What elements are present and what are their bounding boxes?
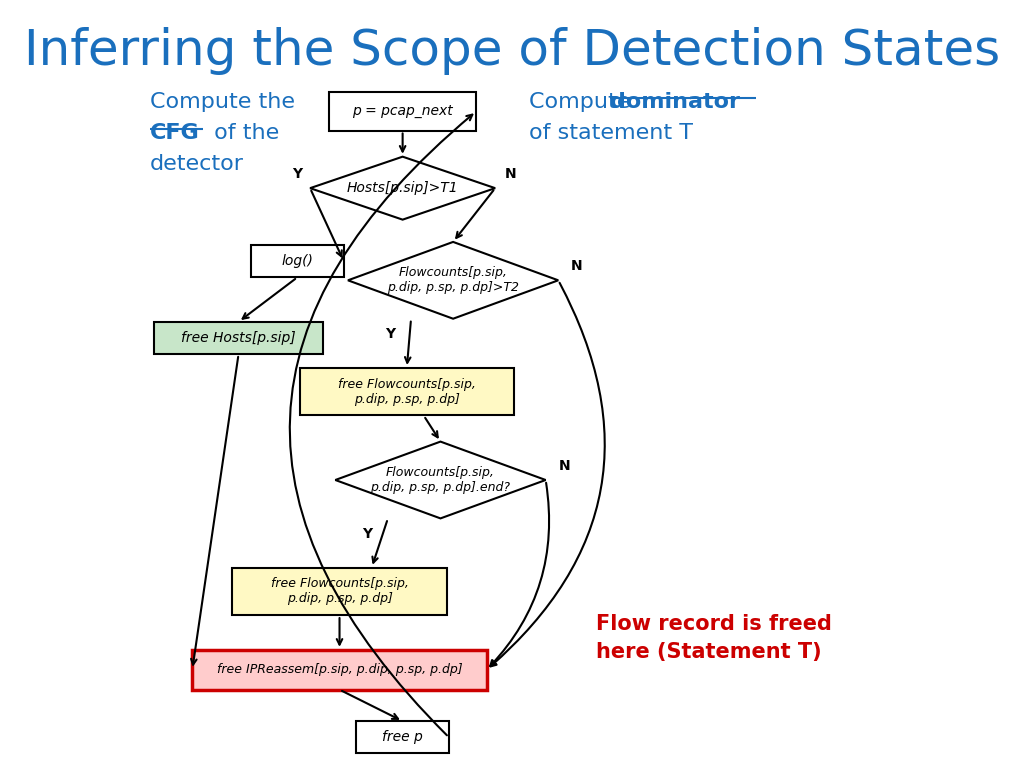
- Text: Compute the: Compute the: [151, 92, 295, 112]
- Text: free Flowcounts[p.sip,
p.dip, p.sp, p.dp]: free Flowcounts[p.sip, p.dip, p.sp, p.dp…: [270, 578, 409, 605]
- Text: Flowcounts[p.sip,
p.dip, p.sp, p.dp].end?: Flowcounts[p.sip, p.dip, p.sp, p.dp].end…: [371, 466, 511, 494]
- Text: Y: Y: [385, 327, 395, 341]
- Text: Y: Y: [293, 167, 302, 181]
- Text: Y: Y: [361, 527, 372, 541]
- Text: free Flowcounts[p.sip,
p.dip, p.sp, p.dp]: free Flowcounts[p.sip, p.dip, p.sp, p.dp…: [338, 378, 476, 406]
- Text: detector: detector: [151, 154, 244, 174]
- Text: free IPReassem[p.sip, p.dip, p.sp, p.dp]: free IPReassem[p.sip, p.dip, p.sp, p.dp]: [217, 664, 462, 676]
- Text: N: N: [571, 260, 583, 273]
- Text: Compute: Compute: [528, 92, 637, 112]
- FancyBboxPatch shape: [232, 568, 446, 615]
- Text: free p: free p: [382, 730, 423, 744]
- FancyBboxPatch shape: [329, 92, 476, 131]
- Text: Inferring the Scope of Detection States: Inferring the Scope of Detection States: [24, 27, 1000, 75]
- Polygon shape: [348, 242, 558, 319]
- Polygon shape: [310, 157, 496, 220]
- Text: Hosts[p.sip]>T1: Hosts[p.sip]>T1: [347, 181, 459, 195]
- Text: Flowcounts[p.sip,
p.dip, p.sp, p.dp]>T2: Flowcounts[p.sip, p.dip, p.sp, p.dp]>T2: [387, 266, 519, 294]
- Text: of the: of the: [208, 123, 280, 143]
- Text: of statement T: of statement T: [528, 123, 693, 143]
- Text: Flow record is freed
here (Statement T): Flow record is freed here (Statement T): [596, 614, 833, 662]
- Text: log(): log(): [282, 254, 313, 268]
- Text: dominator: dominator: [609, 92, 739, 112]
- Text: free Hosts[p.sip]: free Hosts[p.sip]: [181, 331, 296, 345]
- FancyBboxPatch shape: [155, 322, 323, 354]
- FancyBboxPatch shape: [300, 368, 514, 415]
- Text: N: N: [558, 459, 570, 473]
- Text: N: N: [505, 167, 516, 181]
- FancyBboxPatch shape: [193, 650, 486, 690]
- FancyBboxPatch shape: [356, 721, 449, 753]
- Polygon shape: [335, 442, 546, 518]
- Text: CFG: CFG: [151, 123, 200, 143]
- FancyBboxPatch shape: [251, 245, 344, 277]
- Text: p = pcap_next: p = pcap_next: [352, 104, 453, 118]
